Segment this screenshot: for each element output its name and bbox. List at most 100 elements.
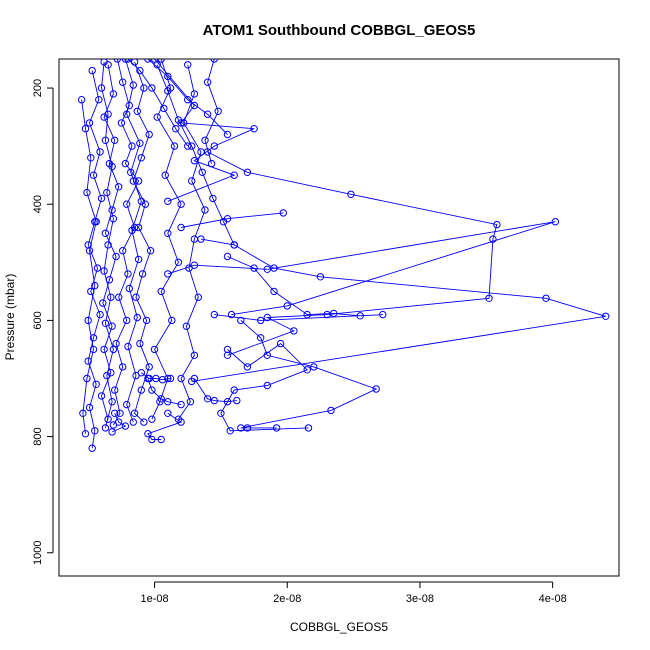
data-point [170,142,179,150]
data-point [177,418,185,426]
data-point [89,171,98,179]
data-point [198,168,207,177]
data-point [121,59,130,63]
x-tick-label: 2e-08 [273,593,301,605]
data-point [116,409,124,417]
data-point [119,247,127,255]
data-point [88,66,96,75]
data-point [83,188,91,197]
series-7 [77,96,100,438]
data-point [489,235,497,243]
data-point [92,380,100,388]
data-point [214,107,222,116]
data-point [219,218,228,226]
data-point [100,267,108,275]
data-point [128,226,136,235]
data-point [150,59,159,63]
data-point [223,351,232,359]
series-5 [148,59,185,423]
data-point [119,78,127,86]
data-point [210,396,219,405]
data-point [99,299,107,307]
data-point [157,59,165,63]
data-point [123,110,131,118]
data-point [83,374,91,383]
data-point [111,136,119,145]
series-line [87,70,102,449]
series-17 [210,252,387,325]
data-point [108,398,116,406]
data-point [119,363,127,371]
data-point [210,310,219,319]
data-point [209,194,217,203]
data-point [148,435,156,444]
data-point [137,386,146,394]
data-point [108,322,116,330]
data-point [157,395,165,403]
y-tick-label: 400 [32,195,44,213]
series-1 [109,59,143,429]
data-point [89,334,98,342]
data-point [316,273,325,281]
data-point [223,345,232,354]
data-point [168,316,176,325]
data-point [158,376,167,384]
series-19 [217,339,313,435]
data-point [303,310,311,319]
data-point [101,319,110,327]
data-point [201,206,209,214]
data-point [243,424,252,432]
data-point [304,424,313,432]
plot-frame [58,58,620,577]
series-15 [177,209,287,232]
data-point [164,87,172,95]
data-point [87,154,95,162]
series-line [154,59,255,202]
data-point [194,293,203,301]
data-point [164,72,172,81]
data-point [166,374,175,383]
data-point [250,264,258,272]
data-point [164,197,172,206]
data-point [134,255,143,264]
data-point [157,435,165,444]
data-point [111,386,119,394]
data-point [134,177,143,185]
data-point [127,168,135,177]
series-line [124,59,142,423]
data-point [184,61,192,69]
data-point [327,406,335,415]
data-point [551,218,559,226]
data-point [125,284,134,293]
data-point [153,61,161,69]
data-point [96,310,104,319]
data-point [129,177,138,185]
data-point [485,294,493,302]
data-point [184,142,192,150]
data-point [101,136,110,145]
x-tick-label: 4e-08 [539,593,567,605]
data-point [203,78,212,86]
data-point [85,403,94,412]
data-point [130,409,139,417]
data-point [177,374,185,383]
data-point [112,252,120,261]
data-point [109,90,118,98]
series-line [101,64,120,420]
data-point [172,125,180,133]
series-line [147,378,182,406]
data-point [190,351,199,359]
series-line [132,61,152,423]
series-line [178,64,206,420]
series-line [240,320,378,429]
data-point [89,345,98,354]
data-point [356,312,364,320]
data-point [115,293,123,301]
data-point [177,223,185,232]
data-point [108,428,116,436]
data-point [190,261,199,269]
data-point [263,313,271,322]
data-point [203,148,212,156]
data-point [104,110,112,118]
